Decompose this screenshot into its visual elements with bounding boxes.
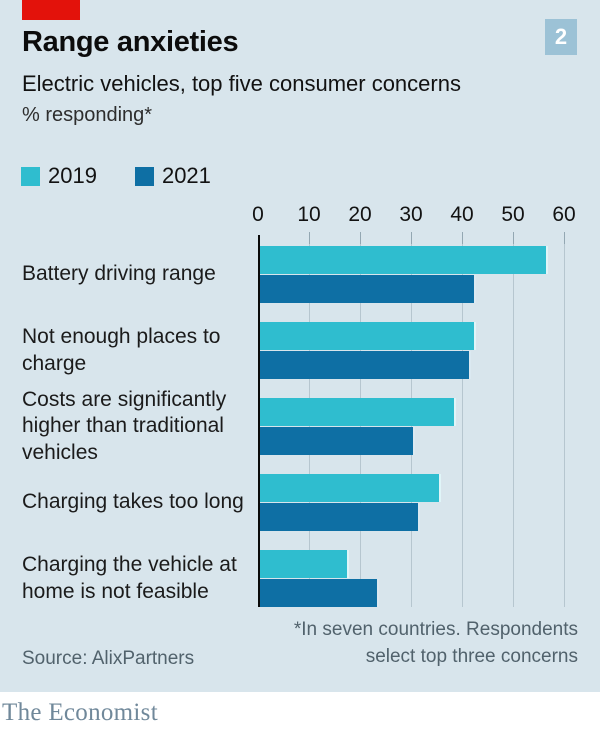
x-tick-label-10: 10 bbox=[297, 203, 321, 226]
legend-item-2021: 2021 bbox=[134, 163, 211, 189]
bar-2019-2 bbox=[260, 398, 456, 426]
tick-mark-30 bbox=[411, 232, 412, 244]
bar-2019-4 bbox=[260, 550, 349, 578]
bar-2021-0 bbox=[260, 275, 477, 303]
bar-2021-1 bbox=[260, 351, 472, 379]
bar-2021-3 bbox=[260, 503, 421, 531]
source-credit: Source: AlixPartners bbox=[22, 648, 195, 669]
x-tick-label-20: 20 bbox=[348, 203, 372, 226]
footnote-line-2: select top three concerns bbox=[365, 645, 578, 667]
footnote-line-1: *In seven countries. Respondents bbox=[293, 619, 578, 640]
bar-2019-0 bbox=[260, 246, 548, 274]
x-tick-label-30: 30 bbox=[399, 203, 423, 226]
bar-2021-4 bbox=[260, 579, 380, 607]
tick-mark-50 bbox=[513, 232, 514, 244]
category-label-0: Battery driving range bbox=[22, 262, 216, 286]
category-label-4: Charging the vehicle at home is not feas… bbox=[22, 552, 237, 603]
legend-swatch-2021 bbox=[134, 166, 154, 186]
x-tick-label-60: 60 bbox=[552, 203, 576, 226]
category-label-2: Costs are significantly higher than trad… bbox=[22, 387, 227, 464]
legend-label: 2019 bbox=[48, 163, 97, 188]
chart-title: Range anxieties bbox=[22, 26, 239, 58]
economist-red-tag bbox=[22, 0, 80, 20]
category-label-3: Charging takes too long bbox=[22, 490, 244, 514]
x-tick-label-0: 0 bbox=[252, 203, 264, 226]
tick-mark-60 bbox=[564, 232, 565, 244]
chart-unit-label: % responding* bbox=[22, 104, 153, 126]
gridline-60 bbox=[564, 237, 565, 607]
x-axis-zero-line bbox=[258, 235, 260, 607]
legend-swatch-2019 bbox=[21, 166, 40, 186]
bar-2021-2 bbox=[260, 427, 415, 455]
footnote: *In seven countries. Respondents select … bbox=[294, 617, 578, 670]
x-tick-label-50: 50 bbox=[501, 203, 525, 226]
economist-brand: The Economist bbox=[2, 699, 158, 726]
bar-2019-3 bbox=[260, 474, 441, 502]
category-label-1: Not enough places to charge bbox=[22, 324, 221, 375]
legend: 2019 2021 bbox=[21, 163, 211, 189]
gridline-40 bbox=[462, 237, 463, 607]
bar-2019-1 bbox=[260, 322, 477, 350]
tick-mark-10 bbox=[309, 232, 310, 244]
x-tick-label-40: 40 bbox=[450, 203, 474, 226]
gridline-50 bbox=[513, 237, 514, 607]
chart-subtitle: Electric vehicles, top five consumer con… bbox=[22, 71, 461, 96]
tick-mark-40 bbox=[462, 232, 463, 244]
figure-number-badge: 2 bbox=[545, 19, 577, 55]
tick-mark-20 bbox=[360, 232, 361, 244]
legend-label: 2021 bbox=[161, 163, 211, 188]
legend-item-2019: 2019 bbox=[21, 163, 97, 189]
